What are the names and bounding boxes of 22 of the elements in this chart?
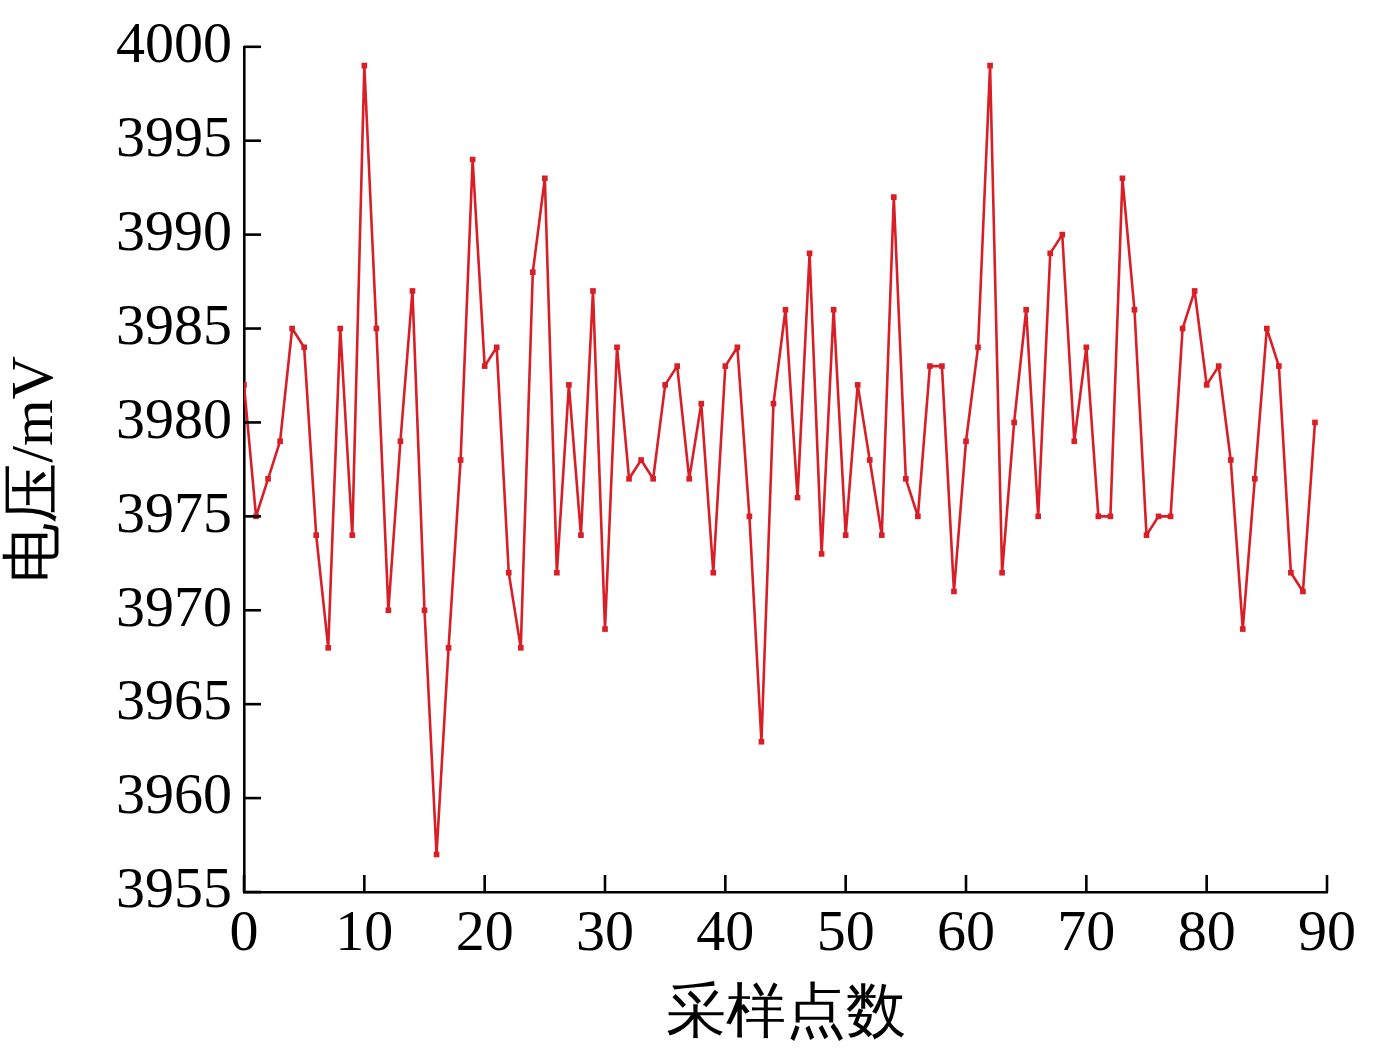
x-tick-label: 70 (1057, 898, 1116, 964)
x-tick-label: 80 (1177, 898, 1236, 964)
y-tick-label: 3955 (116, 855, 232, 921)
y-tick-label: 3990 (116, 197, 232, 263)
x-tick-label: 50 (816, 898, 875, 964)
y-tick-label: 3985 (116, 291, 232, 357)
y-tick-label: 3995 (116, 103, 232, 169)
x-tick-label: 60 (937, 898, 995, 964)
y-tick-label: 3980 (116, 385, 232, 451)
x-tick-label: 20 (455, 898, 514, 964)
x-tick-label: 10 (335, 898, 394, 964)
x-tick-label: 40 (696, 898, 755, 964)
x-tick-label: 90 (1298, 898, 1356, 964)
x-axis-title: 采样点数 (665, 977, 906, 1044)
x-tick-label: 30 (576, 898, 634, 964)
y-tick-label: 3975 (116, 479, 232, 545)
y-tick-label: 3960 (116, 761, 232, 827)
y-axis-title: 电压/mV (0, 356, 65, 583)
y-tick-label: 3965 (116, 667, 232, 733)
y-tick-label: 4000 (116, 10, 232, 76)
y-tick-label: 3970 (116, 573, 232, 639)
x-tick-label: 0 (229, 898, 259, 964)
